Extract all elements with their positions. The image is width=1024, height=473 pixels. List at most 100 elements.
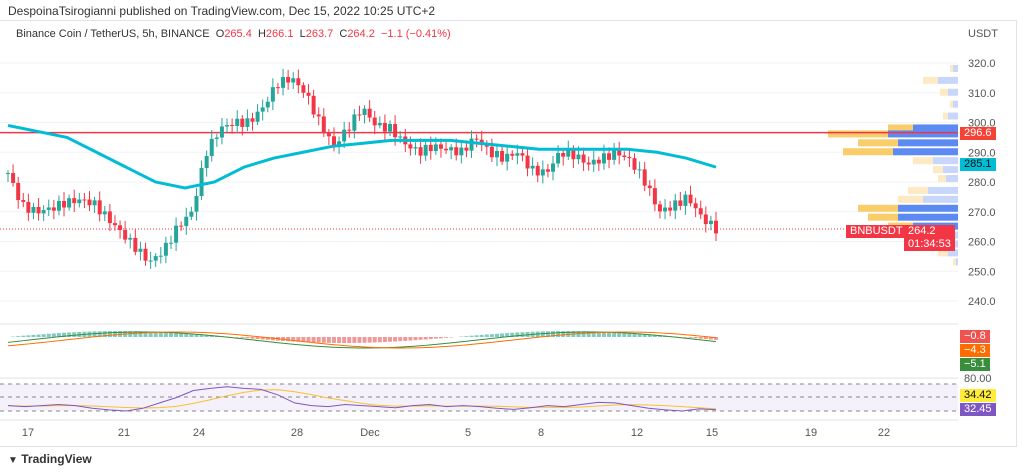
macd-histogram-bar (357, 337, 362, 343)
x-tick-label: 17 (22, 427, 34, 439)
macd-histogram-bar (398, 337, 403, 342)
candle-body (693, 203, 698, 209)
macd-histogram-bar (342, 337, 347, 343)
candle-body (219, 126, 224, 138)
macd-histogram-bar (561, 331, 566, 337)
macd-histogram-bar (51, 333, 56, 337)
macd-histogram-bar (693, 337, 698, 339)
macd-histogram-bar (698, 337, 703, 339)
macd-histogram-bar (16, 336, 21, 337)
macd-histogram-bar (21, 335, 26, 337)
candle-body (459, 147, 464, 156)
candle-body (331, 136, 336, 146)
candle-body (525, 155, 530, 169)
macd-histogram-bar (306, 337, 311, 343)
macd-histogram-bar (433, 337, 438, 339)
x-tick-label: 5 (465, 427, 471, 439)
x-tick-label: 15 (706, 427, 718, 439)
macd-histogram-bar (209, 335, 214, 337)
macd-histogram-bar (703, 337, 708, 340)
volume-profile-bar-buy (956, 258, 958, 266)
macd-histogram-bar (601, 331, 606, 337)
x-tick-label: 8 (538, 427, 544, 439)
chart-frame (0, 20, 1017, 447)
volume-profile-bar-sell (908, 186, 928, 194)
macd-histogram-bar (382, 337, 387, 343)
macd-histogram-bar (403, 337, 408, 341)
candle-body (194, 195, 199, 212)
macd-histogram-bar (260, 337, 265, 340)
candle-body (357, 114, 362, 116)
volume-profile-bar-sell (888, 124, 913, 132)
volume-profile-bar-buy (923, 195, 958, 203)
macd-histogram-bar (408, 337, 413, 341)
candle-body (21, 200, 26, 202)
volume-profile-bar-sell (933, 166, 943, 174)
x-tick-label: 12 (631, 427, 643, 439)
candle-body (189, 211, 194, 217)
candle-body (591, 159, 596, 165)
sma-price-tag: 285.1 (960, 158, 996, 171)
macd-histogram-bar (510, 332, 515, 337)
macd-histogram-bar (250, 337, 255, 339)
high-value: 266.1 (265, 28, 294, 40)
candle-body (82, 199, 87, 201)
x-tick-label: 19 (805, 427, 817, 439)
volume-profile-bar-buy (953, 100, 958, 108)
macd-histogram-bar (265, 337, 270, 340)
rsi-ma-line (7, 389, 717, 410)
candle-body (46, 207, 51, 210)
candle-body (138, 248, 143, 252)
volume-profile-bar-sell (938, 175, 946, 183)
candle-body (265, 101, 270, 108)
y-tick-label: 300.0 (968, 118, 996, 130)
macd-tag-2: −4.3 (960, 344, 990, 357)
candle-body (469, 138, 474, 151)
macd-histogram-bar (331, 337, 336, 343)
candle-body (433, 144, 438, 152)
candle-body (714, 220, 718, 234)
candle-body (204, 156, 209, 169)
candle-body (571, 149, 576, 160)
macd-histogram-bar (92, 331, 97, 337)
macd-histogram-bar (347, 337, 352, 343)
candle-body (270, 87, 275, 102)
macd-histogram-bar (56, 333, 61, 337)
volume-profile-bar-sell (950, 64, 953, 72)
macd-histogram-bar (107, 331, 112, 337)
symbol-tag: BNBUSDT (846, 225, 907, 238)
macd-histogram-bar (551, 331, 556, 337)
rsi-tag: 32.45 (960, 403, 996, 416)
volume-profile-bar-sell (828, 130, 888, 138)
macd-line (7, 331, 717, 349)
candle-body (382, 122, 387, 132)
candle-body (678, 200, 683, 206)
candle-body (617, 150, 622, 156)
candle-body (683, 194, 688, 206)
candle-body (362, 108, 367, 115)
x-tick-label: 28 (291, 427, 303, 439)
candle-body (388, 123, 393, 132)
candle-body (286, 77, 291, 83)
macd-histogram-bar (36, 334, 41, 337)
candle-body (16, 182, 21, 201)
symbol-name: Binance Coin / TetherUS, 5h, BINANCE (16, 28, 210, 40)
candle-body (168, 242, 173, 244)
close-label: C (339, 28, 348, 40)
candle-body (413, 147, 418, 149)
candle-body (500, 150, 505, 162)
macd-histogram-bar (607, 331, 612, 337)
macd-histogram-bar (612, 332, 617, 337)
candle-body (423, 144, 428, 156)
candle-body (510, 153, 515, 156)
candle-body (311, 95, 316, 115)
candle-body (260, 107, 265, 112)
tradingview-logo[interactable]: ▼ TradingView (8, 452, 92, 466)
macd-histogram-bar (688, 337, 693, 338)
candle-body (535, 165, 540, 176)
macd-histogram-bar (31, 334, 36, 337)
candle-body (540, 169, 545, 176)
macd-histogram-bar (311, 337, 316, 343)
volume-profile-bar-sell (898, 195, 923, 203)
